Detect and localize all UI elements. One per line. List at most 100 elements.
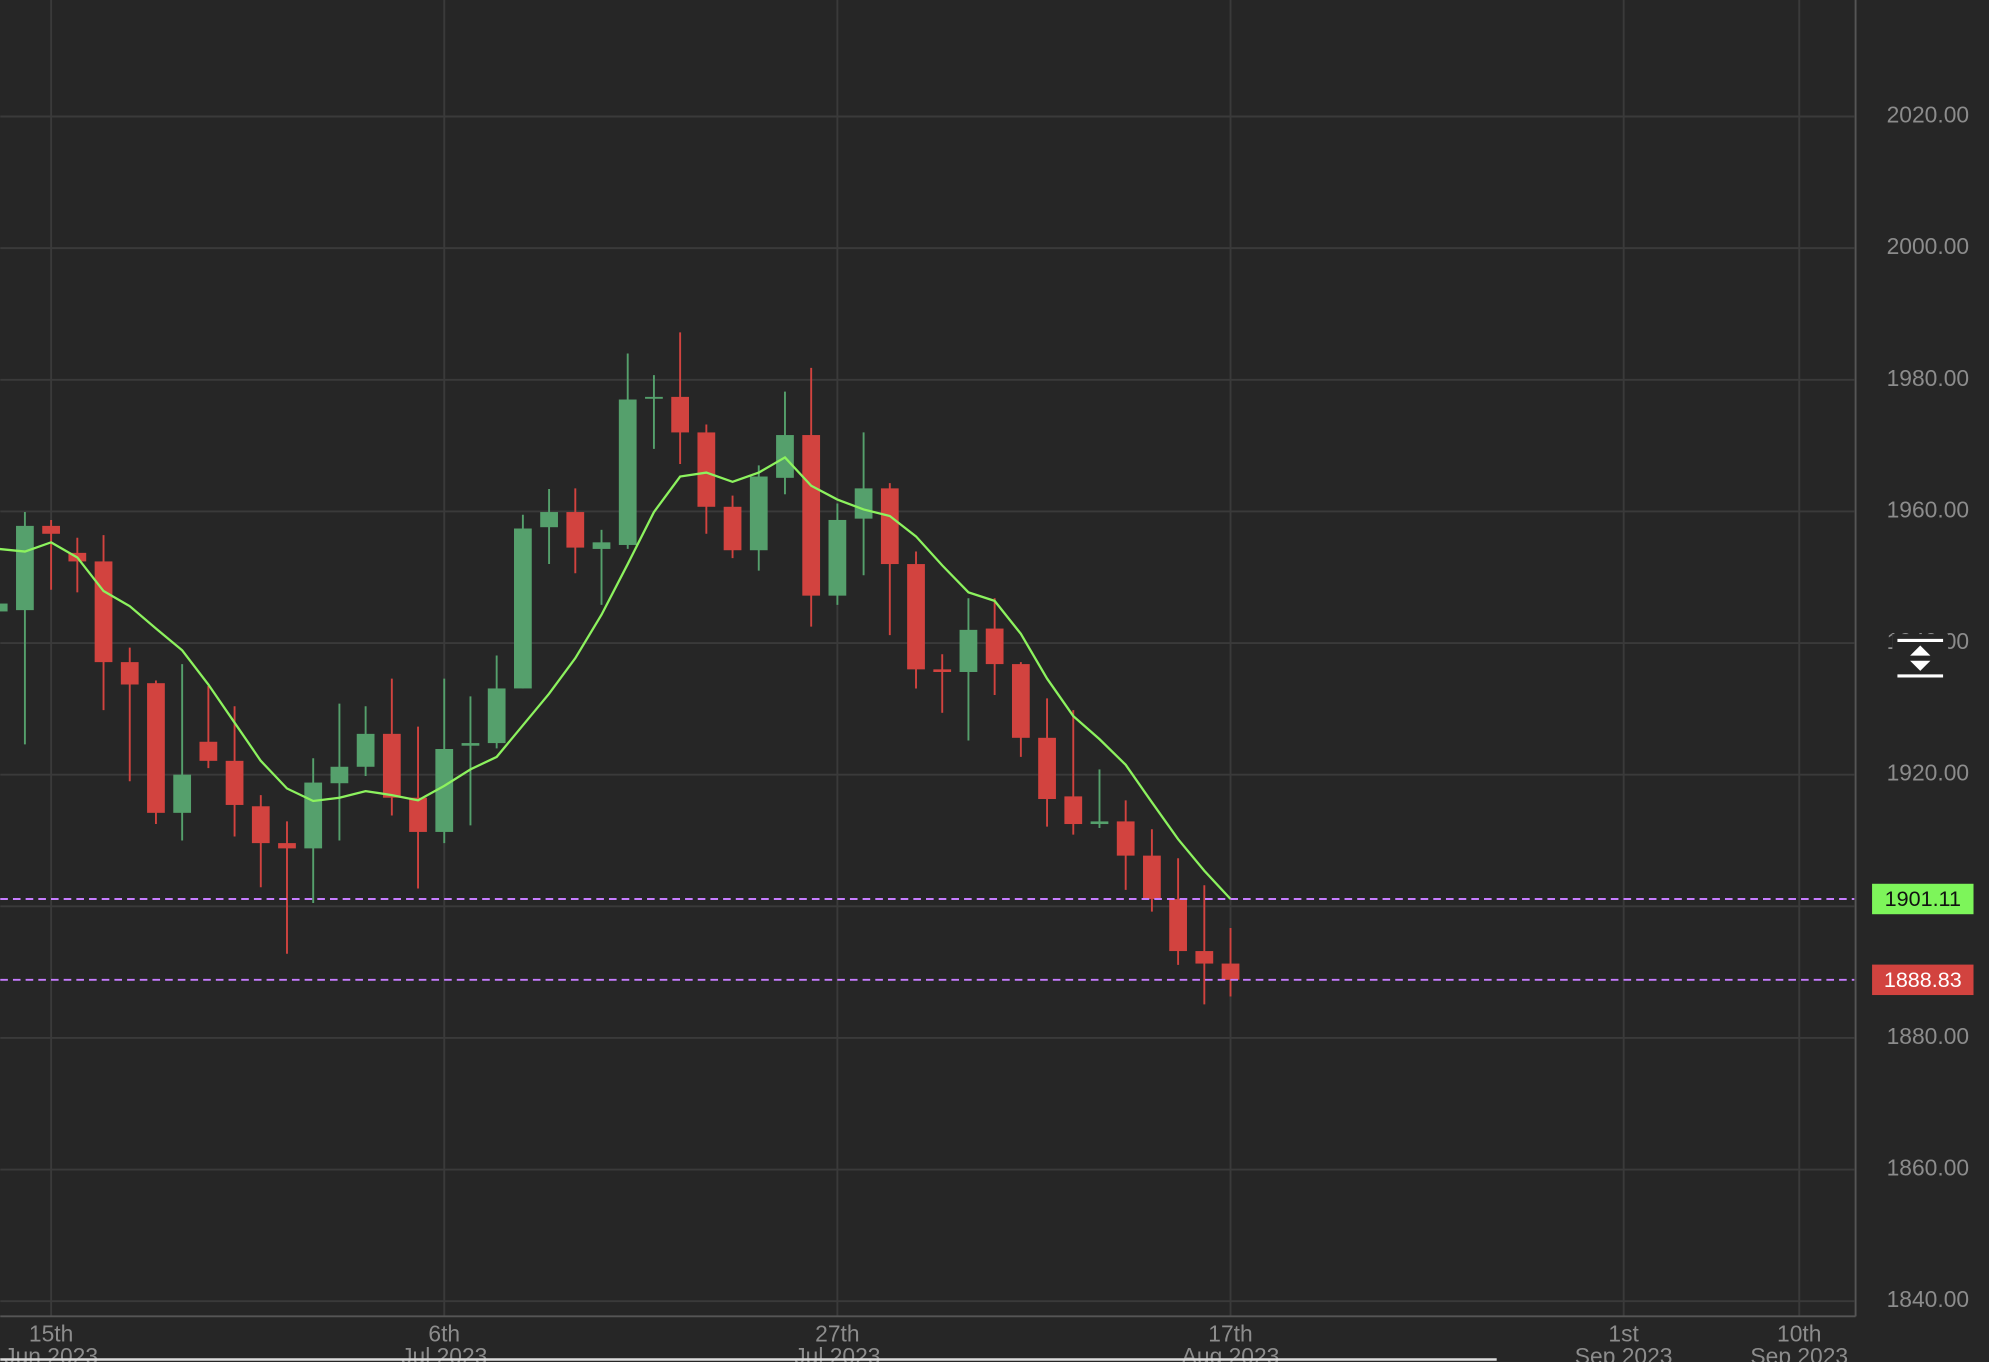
candle: [251, 795, 270, 888]
price-label: 1888.83: [1884, 967, 1962, 992]
moving-average-line: [0, 455, 1232, 900]
candle-body: [1169, 899, 1187, 952]
candle-body: [330, 766, 349, 784]
y-tick-label: 1920.00: [1887, 760, 1969, 786]
candle-body: [880, 488, 899, 565]
candle: [1038, 698, 1056, 827]
candle: [1064, 710, 1083, 835]
candle: [592, 529, 611, 605]
candle-body: [749, 476, 768, 551]
price-label-box: [1872, 883, 1974, 915]
y-tick-label: 1880.00: [1887, 1023, 1969, 1049]
y-tick-label: 2000.00: [1887, 233, 1969, 259]
candle-body: [0, 603, 8, 612]
candle-body: [1038, 737, 1056, 800]
candle-body: [985, 628, 1004, 665]
candle-body: [1090, 821, 1109, 825]
candle: [514, 514, 532, 689]
candle: [225, 706, 244, 837]
candle: [120, 647, 139, 782]
candle-body: [1064, 796, 1083, 825]
candle-body: [94, 561, 113, 663]
y-tick-label: 1960.00: [1887, 496, 1969, 522]
candle: [645, 375, 663, 449]
scale-toggle-icon[interactable]: [1892, 634, 1949, 683]
candle: [985, 598, 1004, 696]
candle-body: [802, 435, 821, 596]
icon-arrows: [1910, 645, 1931, 671]
candle-body: [16, 525, 34, 611]
y-tick-label: 1980.00: [1887, 365, 1969, 391]
x-tick-sublabel: Sep 2023: [1750, 1343, 1848, 1362]
price-label: 1901.11: [1885, 886, 1961, 911]
x-tick-label: 10th: [1777, 1320, 1821, 1346]
candle-body: [251, 806, 270, 844]
candle-body: [1011, 664, 1030, 738]
candle: [1116, 800, 1135, 890]
price-label-box: [1872, 964, 1974, 996]
candle: [0, 603, 8, 612]
candle-body: [618, 399, 637, 545]
candle: [199, 685, 218, 769]
candle-body: [1143, 855, 1161, 900]
candle-body: [1116, 821, 1135, 856]
candle: [697, 424, 716, 534]
candle: [42, 519, 60, 590]
candle: [907, 551, 925, 689]
candle-body: [42, 525, 60, 534]
candle: [382, 678, 401, 816]
candle: [1195, 885, 1214, 1005]
x-tick-sublabel: Jul 2023: [401, 1343, 487, 1362]
x-tick-sublabel: Jun 2023: [4, 1343, 98, 1362]
candle-body: [173, 774, 192, 813]
candle: [461, 696, 480, 826]
icon-bg: [1892, 634, 1949, 683]
candle: [435, 678, 454, 844]
candle: [802, 367, 821, 627]
candle-body: [645, 396, 663, 399]
candle-body: [1221, 963, 1240, 980]
grid: [0, 0, 1855, 1317]
candle: [356, 706, 375, 776]
candle: [828, 503, 847, 605]
candle: [278, 821, 296, 954]
candle: [1090, 769, 1109, 828]
y-tick-label: 1860.00: [1887, 1155, 1969, 1181]
candle-body: [959, 629, 978, 672]
x-tick-sublabel: Jul 2023: [794, 1343, 880, 1362]
x-tick-label: 17th: [1208, 1320, 1252, 1346]
candle: [880, 483, 899, 636]
x-tick-sublabel: Sep 2023: [1575, 1343, 1673, 1362]
candle-body: [409, 797, 427, 832]
candle: [723, 495, 742, 559]
candle-body: [540, 512, 558, 528]
candle-body: [278, 843, 296, 849]
candle-body: [199, 741, 218, 761]
candle: [540, 489, 558, 565]
candle-body: [487, 688, 506, 744]
candle: [959, 598, 978, 741]
candle: [1221, 928, 1240, 997]
candle: [618, 353, 637, 549]
candle-body: [697, 432, 716, 507]
candle: [1143, 829, 1161, 912]
candle-body: [435, 749, 454, 832]
axes: 1840.001860.001880.001900.001920.001940.…: [4, 102, 1974, 1362]
candle-body: [933, 669, 952, 672]
candle: [487, 655, 506, 749]
candle-body: [671, 396, 690, 433]
y-tick-label: 1840.00: [1887, 1286, 1969, 1312]
candle-body: [147, 683, 165, 813]
candle: [749, 465, 768, 571]
candle-body: [828, 519, 847, 596]
candle: [671, 332, 690, 465]
candle-body: [907, 564, 925, 670]
candle: [147, 680, 165, 825]
candle: [1169, 858, 1187, 965]
x-tick-label: 6th: [428, 1320, 460, 1346]
x-tick-label: 15th: [29, 1320, 73, 1346]
candle: [566, 488, 585, 574]
candle: [173, 664, 192, 841]
